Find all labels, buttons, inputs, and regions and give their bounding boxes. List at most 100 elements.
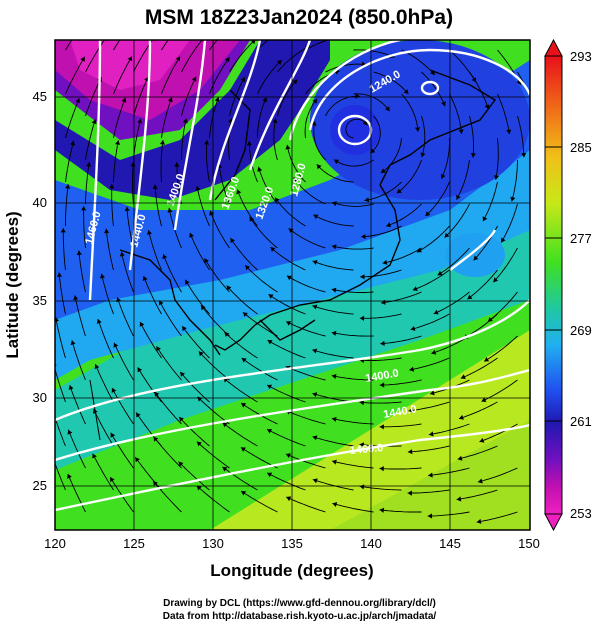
streamline [361,225,402,238]
streamline [55,367,66,403]
streamline-arrowhead [93,409,98,414]
streamline-arrowhead [174,162,180,167]
streamline-arrowhead [457,455,463,461]
streamline [83,206,86,249]
streamline [437,247,470,276]
credit-drawing: Drawing by DCL (https://www.gfd-dennou.o… [163,598,436,609]
streamline [204,258,230,293]
streamline-arrowhead [355,93,360,99]
streamline [469,71,489,110]
streamline-arrowhead [275,197,280,203]
streamline [345,118,368,139]
streamline-arrowhead [209,210,215,216]
x-tick-label: 125 [123,536,145,551]
streamline [331,332,374,337]
colorbar-label: 261 [570,414,592,429]
streamline-arrowhead [49,451,54,456]
streamline [65,140,75,183]
streamline [244,264,278,293]
streamline-arrowhead [312,392,318,398]
streamline-arrowhead [68,385,74,390]
streamline [481,379,518,402]
streamline [293,177,326,205]
streamline [228,118,232,161]
streamline-arrowhead [110,477,115,483]
map-title: MSM 18Z23Jan2024 (850.0hPa) [145,6,453,29]
streamline [116,297,134,337]
streamline-arrowhead [312,98,318,104]
streamline-arrowhead [189,232,194,238]
streamline [379,509,422,513]
y-axis-title: Latitude (degrees) [3,211,22,358]
streamline [55,317,66,359]
streamline [312,479,354,491]
streamline-arrowhead [481,397,487,402]
streamline [441,138,450,180]
streamline [241,357,278,381]
streamline [85,119,96,161]
streamline-arrowhead [285,453,291,458]
streamline-arrowhead [242,312,248,317]
streamline [229,40,256,73]
streamline [380,335,422,345]
streamline-arrowhead [80,56,85,62]
streamline-arrowhead [312,260,318,265]
streamline-arrowhead [364,197,370,203]
streamline [105,228,114,271]
streamline-arrowhead [467,294,473,300]
streamline-arrowhead [111,387,117,393]
streamline [313,121,326,161]
streamline-arrowhead [292,79,298,85]
streamline-arrowhead [191,76,197,82]
streamline [331,418,374,425]
streamline-arrowhead [379,466,384,472]
streamline-arrowhead [470,153,476,158]
streamline-arrowhead [272,118,278,124]
streamline-arrowhead [484,104,490,110]
streamline [273,118,278,161]
streamline-arrowhead [416,247,422,253]
streamline [331,245,374,250]
streamline [65,40,73,51]
streamline [412,269,450,291]
streamline-arrowhead [276,60,282,65]
streamline [161,40,169,51]
streamline [370,115,381,154]
streamline-arrowhead [407,490,412,496]
streamline-arrowhead [409,366,414,372]
streamline [312,305,354,315]
streamline [410,313,450,331]
streamline-arrowhead [246,141,252,146]
streamline [360,269,402,278]
streamline [67,473,86,513]
streamline [266,428,306,447]
streamline-arrowhead [396,188,402,194]
contour-label: 1400.0 [364,367,399,385]
streamline [286,144,306,183]
streamline-arrowhead [104,228,110,234]
streamline [139,321,162,359]
streamline-arrowhead [92,453,97,459]
streamline-arrowhead [267,429,272,434]
streamline-arrowhead [477,478,483,484]
streamline-arrowhead [75,98,80,104]
streamline-arrowhead [127,56,132,62]
streamline [178,461,210,491]
streamline [113,140,119,183]
streamline [71,340,86,381]
streamline-arrowhead [81,206,87,211]
streamline-arrowhead [441,101,446,107]
streamline [379,467,422,470]
streamline-arrowhead [230,238,235,243]
streamline-arrowhead [119,251,125,257]
streamline-arrowhead [70,340,76,346]
streamline [179,371,210,403]
streamline-arrowhead [236,189,242,195]
streamline-arrowhead [444,232,450,238]
streamline-arrowhead [431,349,437,355]
streamline-arrowhead [115,140,121,145]
streamline [332,502,374,513]
streamline-arrowhead [147,230,152,235]
streamline-arrowhead [241,358,247,363]
